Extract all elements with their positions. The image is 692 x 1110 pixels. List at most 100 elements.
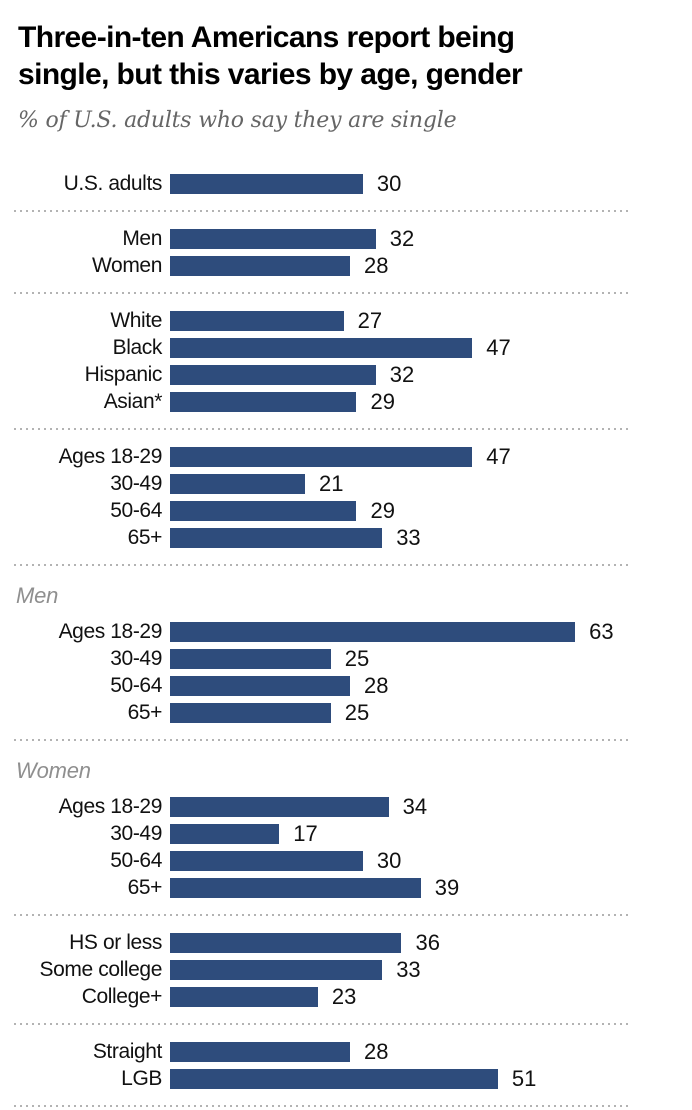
- category-label: Straight: [92, 1039, 163, 1063]
- bar: [170, 473, 306, 494]
- bar-area: 33: [170, 956, 692, 983]
- bar-area: 30: [170, 170, 692, 197]
- bar: [170, 796, 389, 817]
- category-label: 65+: [127, 525, 163, 549]
- category-label: Ages 18-29: [58, 444, 163, 468]
- chart-subtitle: % of U.S. adults who say they are single: [18, 108, 457, 134]
- value-label: 36: [415, 929, 440, 955]
- chart-title-line1: Three-in-ten Americans report being: [18, 21, 515, 54]
- bar-area: 34: [170, 793, 692, 820]
- value-label: 47: [486, 334, 511, 360]
- bar-row: 30-49 21: [0, 470, 692, 497]
- section-divider: [14, 210, 632, 213]
- section-divider: [14, 428, 632, 431]
- bar: [170, 364, 376, 385]
- bar-row: Black 47: [0, 334, 692, 361]
- chart-section: Women Ages 18-29 34 30-49 17 50-64 30 65+ 39: [0, 741, 692, 914]
- value-label: 28: [364, 672, 389, 698]
- chart-section: Men Ages 18-29 63 30-49 25 50-64 28 65+ 25: [0, 566, 692, 739]
- bar-row: LGB 51: [0, 1065, 692, 1092]
- chart-section: Straight 28 LGB 51: [0, 1025, 692, 1105]
- category-label: 50-64: [110, 498, 162, 522]
- value-label: 47: [486, 443, 511, 469]
- section-divider: [14, 1023, 632, 1026]
- bar: [170, 932, 402, 953]
- section-divider: [14, 564, 632, 567]
- value-label: 28: [364, 1038, 389, 1064]
- chart-title: Three-in-ten Americans report being sing…: [18, 20, 674, 93]
- value-label: 63: [589, 618, 614, 644]
- bar-row: 65+ 25: [0, 699, 692, 726]
- chart-section: Men 32 Women 28: [0, 212, 692, 292]
- bar: [170, 621, 576, 642]
- chart-section: U.S. adults 30: [0, 157, 692, 210]
- category-label: LGB: [121, 1066, 162, 1090]
- value-label: 28: [364, 252, 389, 278]
- bar-row: 30-49 25: [0, 645, 692, 672]
- category-label: Men: [122, 226, 162, 250]
- value-label: 39: [434, 874, 460, 900]
- section-header-label: Women: [16, 758, 91, 784]
- value-label: 25: [344, 645, 370, 671]
- chart-header: Three-in-ten Americans report being sing…: [0, 0, 692, 133]
- bar: [170, 173, 363, 194]
- bar: [170, 228, 376, 249]
- bar-area: 47: [170, 334, 692, 361]
- value-label: 25: [344, 699, 370, 725]
- bar: [170, 255, 351, 276]
- value-label: 17: [293, 820, 318, 846]
- value-label: 33: [396, 524, 421, 550]
- bar-area: 17: [170, 820, 692, 847]
- value-label: 29: [370, 388, 395, 414]
- bar-row: 50-64 30: [0, 847, 692, 874]
- bar-row: Asian* 29: [0, 388, 692, 415]
- category-label: 30-49: [110, 471, 162, 495]
- bar-row: Women 28: [0, 252, 692, 279]
- value-label: 51: [511, 1065, 537, 1091]
- value-label: 30: [376, 170, 402, 196]
- category-label: 30-49: [110, 646, 162, 670]
- bar-area: 32: [170, 225, 692, 252]
- value-label: 23: [331, 983, 357, 1009]
- section-divider: [14, 914, 632, 917]
- bar-row: 50-64 28: [0, 672, 692, 699]
- bar-area: 28: [170, 252, 692, 279]
- bar-area: 29: [170, 388, 692, 415]
- bar-area: 28: [170, 672, 692, 699]
- bar-area: 30: [170, 847, 692, 874]
- bar-row: 50-64 29: [0, 497, 692, 524]
- chart-title-line2: single, but this varies by age, gender: [18, 57, 523, 91]
- bar: [170, 527, 383, 548]
- bar-area: 25: [170, 645, 692, 672]
- bar: [170, 850, 363, 871]
- bar-row: Ages 18-29 63: [0, 618, 692, 645]
- bar-area: 51: [170, 1065, 692, 1092]
- bar-row: White 27: [0, 307, 692, 334]
- bar-area: 23: [170, 983, 692, 1010]
- category-label: 30-49: [110, 821, 162, 845]
- bar: [170, 310, 344, 331]
- value-label: 34: [402, 793, 428, 819]
- section-divider: [14, 1105, 632, 1108]
- bar: [170, 823, 280, 844]
- bar: [170, 500, 357, 521]
- bar: [170, 648, 331, 669]
- value-label: 32: [389, 225, 415, 251]
- bar-area: 39: [170, 874, 692, 901]
- bar-row: Straight 28: [0, 1038, 692, 1065]
- category-label: Women: [92, 253, 162, 277]
- chart-section: Ages 18-29 47 30-49 21 50-64 29 65+ 33: [0, 430, 692, 564]
- bar-row: U.S. adults 30: [0, 170, 692, 197]
- bar-area: 33: [170, 524, 692, 551]
- bar-row: 30-49 17: [0, 820, 692, 847]
- section-divider: [14, 292, 632, 295]
- category-label: 50-64: [110, 673, 162, 697]
- bar-row: HS or less 36: [0, 929, 692, 956]
- category-label: White: [110, 308, 162, 332]
- value-label: 30: [376, 847, 402, 873]
- category-label: Ages 18-29: [58, 619, 163, 643]
- bar-row: College+ 23: [0, 983, 692, 1010]
- bar-row: 65+ 33: [0, 524, 692, 551]
- bar: [170, 337, 473, 358]
- bar: [170, 446, 473, 467]
